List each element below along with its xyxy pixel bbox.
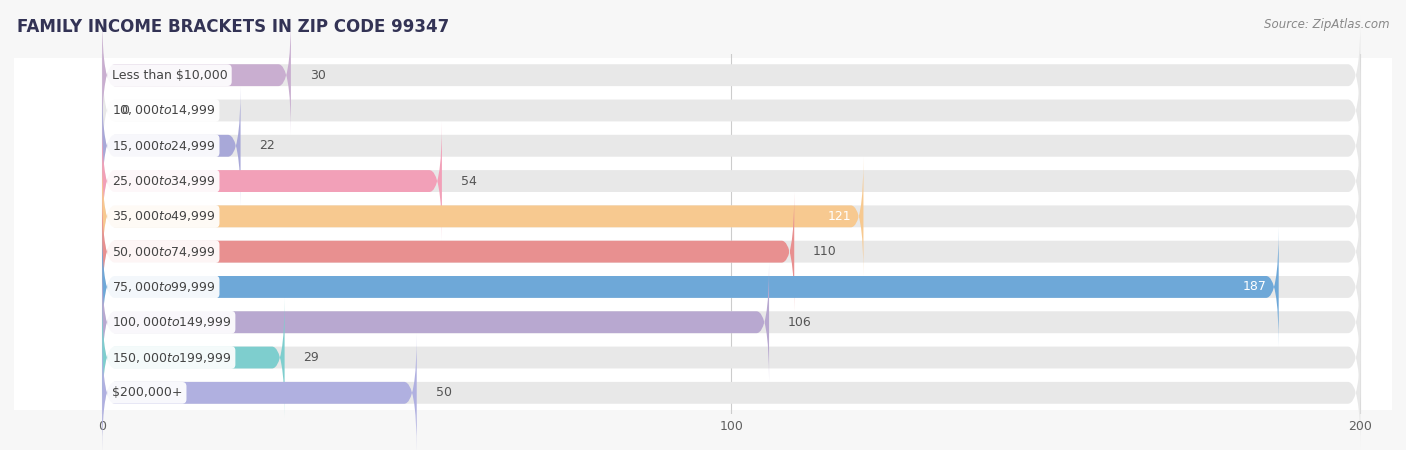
Text: 29: 29 [304,351,319,364]
FancyBboxPatch shape [103,16,1361,135]
Bar [14,128,1392,163]
Bar [14,58,1392,93]
Bar [14,305,1392,340]
Text: $75,000 to $99,999: $75,000 to $99,999 [111,280,215,294]
Text: $200,000+: $200,000+ [111,386,183,399]
Text: 54: 54 [461,175,477,188]
Text: 22: 22 [260,139,276,152]
FancyBboxPatch shape [103,333,1361,450]
FancyBboxPatch shape [103,86,240,205]
FancyBboxPatch shape [103,16,291,135]
Bar [14,93,1392,128]
FancyBboxPatch shape [103,263,1361,382]
Text: $150,000 to $199,999: $150,000 to $199,999 [111,351,231,364]
Bar [14,163,1392,199]
FancyBboxPatch shape [103,122,441,241]
FancyBboxPatch shape [103,227,1361,346]
FancyBboxPatch shape [103,298,1361,417]
FancyBboxPatch shape [103,122,1361,241]
FancyBboxPatch shape [103,192,794,311]
Bar [14,199,1392,234]
FancyBboxPatch shape [103,157,1361,276]
FancyBboxPatch shape [103,86,1361,205]
Text: $50,000 to $74,999: $50,000 to $74,999 [111,245,215,259]
FancyBboxPatch shape [103,157,863,276]
Text: $25,000 to $34,999: $25,000 to $34,999 [111,174,215,188]
Bar [14,234,1392,269]
FancyBboxPatch shape [103,51,1361,170]
Text: 110: 110 [813,245,837,258]
Text: $100,000 to $149,999: $100,000 to $149,999 [111,315,231,329]
Text: 106: 106 [787,316,811,329]
FancyBboxPatch shape [103,263,769,382]
FancyBboxPatch shape [103,192,1361,311]
Text: Less than $10,000: Less than $10,000 [111,69,228,82]
Text: $15,000 to $24,999: $15,000 to $24,999 [111,139,215,153]
Text: 0: 0 [121,104,129,117]
Text: $35,000 to $49,999: $35,000 to $49,999 [111,209,215,223]
Text: 121: 121 [827,210,851,223]
Bar [14,375,1392,410]
Text: FAMILY INCOME BRACKETS IN ZIP CODE 99347: FAMILY INCOME BRACKETS IN ZIP CODE 99347 [17,18,449,36]
Text: Source: ZipAtlas.com: Source: ZipAtlas.com [1264,18,1389,31]
Text: 187: 187 [1243,280,1267,293]
Text: 50: 50 [436,386,451,399]
Bar [14,269,1392,305]
Bar [14,340,1392,375]
Text: $10,000 to $14,999: $10,000 to $14,999 [111,104,215,117]
FancyBboxPatch shape [103,333,416,450]
FancyBboxPatch shape [103,298,284,417]
Text: 30: 30 [309,69,326,82]
FancyBboxPatch shape [103,227,1278,346]
